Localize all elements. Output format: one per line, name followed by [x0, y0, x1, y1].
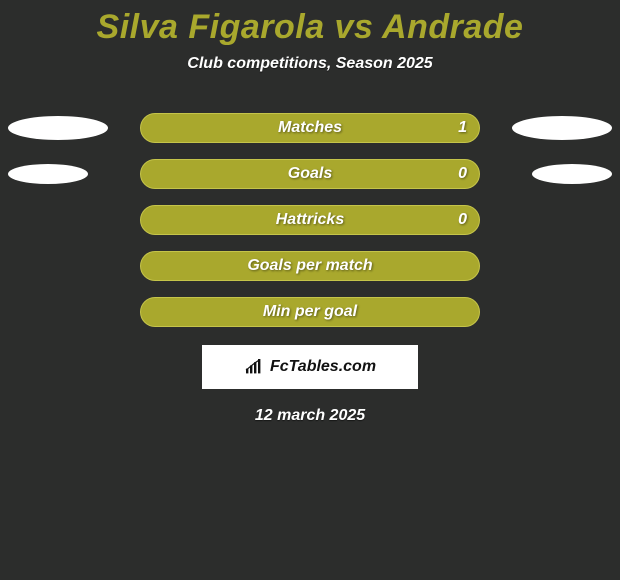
page-subtitle: Club competitions, Season 2025 — [0, 55, 620, 73]
player-left-marker — [8, 116, 108, 140]
player-right-marker — [532, 164, 612, 184]
stat-label: Goals per match — [247, 257, 372, 275]
stat-label: Goals — [288, 165, 332, 183]
stat-label: Min per goal — [263, 303, 357, 321]
branding-text: FcTables.com — [270, 358, 376, 376]
player-left-marker — [8, 164, 88, 184]
comparison-infographic: Silva Figarola vs Andrade Club competiti… — [0, 0, 620, 580]
stat-value: 1 — [458, 119, 467, 137]
stat-bar: Min per goal — [140, 297, 480, 327]
bar-chart-icon — [244, 359, 264, 375]
page-title: Silva Figarola vs Andrade — [0, 0, 620, 47]
stat-bar: Matches 1 — [140, 113, 480, 143]
date-label: 12 march 2025 — [0, 407, 620, 425]
stat-bar: Goals per match — [140, 251, 480, 281]
stat-row: Hattricks 0 — [0, 205, 620, 235]
stat-bar: Hattricks 0 — [140, 205, 480, 235]
stat-label: Hattricks — [276, 211, 344, 229]
stat-value: 0 — [458, 211, 467, 229]
stat-label: Matches — [278, 119, 342, 137]
stat-row: Min per goal — [0, 297, 620, 327]
stat-bar: Goals 0 — [140, 159, 480, 189]
player-right-marker — [512, 116, 612, 140]
stat-row: Goals 0 — [0, 159, 620, 189]
stat-value: 0 — [458, 165, 467, 183]
stat-row: Matches 1 — [0, 113, 620, 143]
stat-row: Goals per match — [0, 251, 620, 281]
branding-badge: FcTables.com — [202, 345, 418, 389]
stat-rows: Matches 1 Goals 0 Hattricks 0 Goals per match M… — [0, 113, 620, 327]
